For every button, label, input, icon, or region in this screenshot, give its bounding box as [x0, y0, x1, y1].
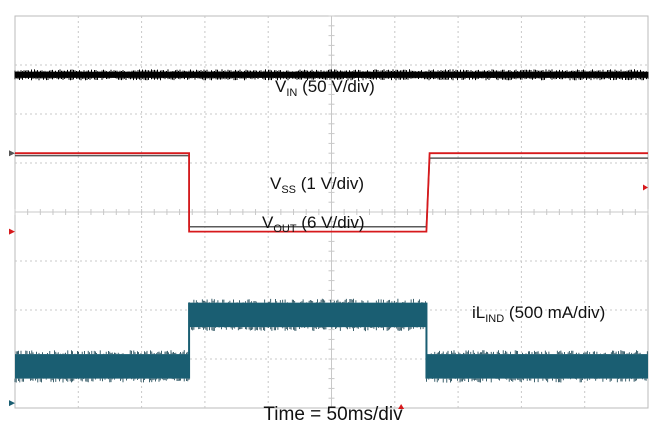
trace-markers	[9, 150, 648, 409]
trace-il-band	[426, 354, 648, 379]
x-axis-label: Time = 50ms/div	[263, 404, 403, 425]
trace-il-band	[189, 302, 427, 328]
channel-ground-marker	[9, 150, 15, 157]
label-vin: VIN (50 V/div)	[275, 77, 375, 99]
channel-ground-marker	[9, 400, 15, 407]
trace-il-noise	[426, 350, 648, 383]
trace-il-noise	[188, 298, 426, 332]
trace-vin-noise	[14, 69, 649, 81]
channel-ground-marker	[9, 228, 15, 235]
trace-vss	[15, 154, 648, 228]
trigger-level-marker	[643, 184, 648, 191]
trigger-position-marker	[398, 404, 405, 409]
label-il-ind: iLIND (500 mA/div)	[472, 303, 605, 325]
trace-vout	[15, 152, 648, 233]
trace-labels: VIN (50 V/div)VSS (1 V/div)VOUT (6 V/div…	[262, 77, 605, 325]
trace-il-noise	[14, 350, 190, 383]
trace-il-band	[15, 354, 190, 379]
plot-traces	[14, 69, 649, 383]
